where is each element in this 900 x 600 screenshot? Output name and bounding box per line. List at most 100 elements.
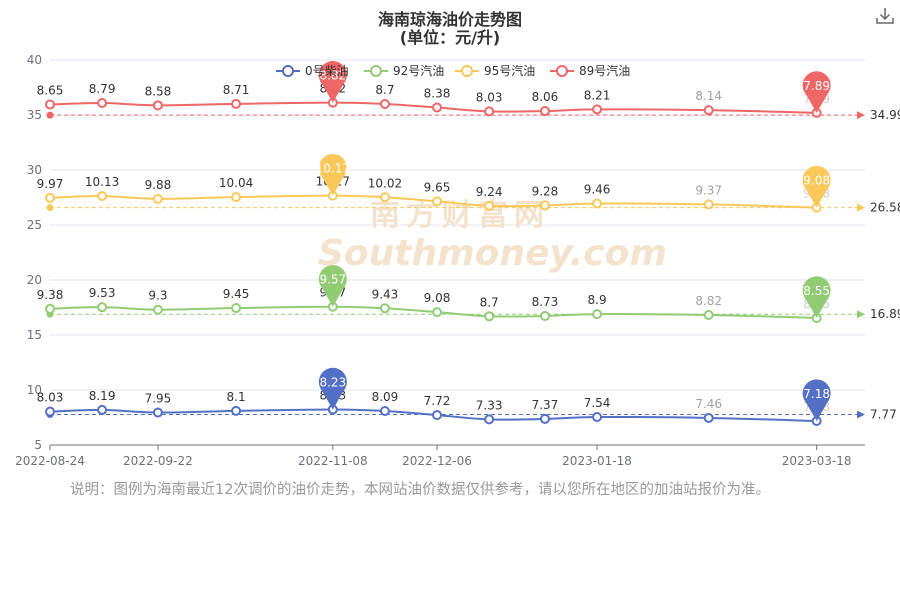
data-label: 9.28 [532, 184, 559, 198]
data-point[interactable] [152, 407, 163, 418]
data-point[interactable] [432, 196, 443, 207]
legend[interactable]: 0号柴油 92号汽油 95号汽油 89号汽油 [276, 63, 630, 78]
x-tick-label: 2023-01-18 [562, 454, 632, 468]
markpoint-label: 9.08 [803, 174, 830, 188]
watermark-bottom: Southmoney.com [318, 233, 667, 274]
data-label: 7.46 [695, 397, 722, 411]
data-point[interactable] [379, 303, 390, 314]
data-label: 8.65 [37, 84, 64, 98]
markpoint-label: 8.23 [319, 375, 346, 389]
data-point[interactable] [539, 310, 550, 321]
data-label: 7.72 [424, 394, 451, 408]
average-line-start [46, 204, 54, 212]
data-label: 8.58 [145, 84, 172, 98]
legend-item[interactable]: 92号汽油 [364, 63, 444, 78]
data-point[interactable] [97, 191, 108, 202]
average-line-arrow [857, 310, 865, 319]
data-label: 8.03 [37, 391, 64, 405]
markpoint-pin[interactable] [802, 379, 831, 422]
y-axis: 5 10 15 20 25 30 35 40 [27, 53, 42, 452]
markpoint-label: 10.17 [316, 162, 350, 176]
legend-circle-icon [370, 65, 382, 77]
data-point[interactable] [379, 192, 390, 203]
y-tick-label: 10 [27, 383, 42, 397]
data-point[interactable] [592, 198, 603, 209]
data-point[interactable] [45, 99, 55, 110]
data-point[interactable] [484, 311, 495, 322]
data-point[interactable] [152, 304, 163, 315]
data-point[interactable] [703, 309, 714, 320]
data-label: 9.37 [695, 183, 722, 197]
legend-item[interactable]: 89号汽油 [550, 63, 630, 78]
legend-circle-icon [461, 65, 473, 77]
markpoint-pin[interactable] [318, 367, 347, 410]
data-label: 10.02 [368, 176, 402, 190]
data-point[interactable] [484, 106, 495, 117]
markpoint-pin[interactable] [802, 276, 831, 318]
data-point[interactable] [152, 100, 163, 111]
x-axis: 2022-08-24 2022-09-22 2022-11-08 2022-12-06… [15, 444, 865, 468]
markpoint-pin[interactable] [802, 165, 831, 208]
data-point[interactable] [484, 414, 495, 425]
data-point[interactable] [432, 410, 443, 421]
data-point[interactable] [539, 200, 550, 211]
x-tick-label: 2022-11-08 [298, 454, 368, 468]
legend-item[interactable]: 95号汽油 [455, 63, 535, 78]
data-point[interactable] [592, 104, 603, 115]
data-point[interactable] [703, 199, 714, 210]
y-tick-label: 40 [27, 53, 42, 67]
data-point[interactable] [539, 413, 550, 424]
data-point[interactable] [703, 412, 714, 423]
average-line-arrow [857, 111, 865, 120]
data-point[interactable] [703, 105, 714, 116]
markpoint-pin[interactable] [318, 265, 347, 307]
data-point[interactable] [379, 406, 390, 417]
data-point[interactable] [45, 303, 55, 314]
markpoint-label: 8.82 [319, 69, 346, 83]
data-point[interactable] [432, 102, 443, 113]
data-point[interactable] [97, 98, 108, 109]
data-point[interactable] [97, 302, 108, 313]
data-point[interactable] [432, 307, 443, 318]
markpoints: 8.23 7.18 9.57 8.55 10.17 9.08 8.82 7.89 [316, 61, 831, 422]
data-point[interactable] [231, 303, 242, 314]
data-point[interactable] [592, 412, 603, 423]
data-label: 7.95 [145, 392, 172, 406]
data-point[interactable] [97, 404, 108, 415]
y-tick-label: 35 [27, 108, 42, 122]
data-point[interactable] [231, 405, 242, 416]
y-tick-label: 25 [27, 218, 42, 232]
data-label: 8.82 [695, 294, 722, 308]
data-label: 8.14 [695, 89, 722, 103]
data-label: 9.46 [584, 182, 611, 196]
data-point[interactable] [539, 106, 550, 117]
data-point[interactable] [45, 406, 55, 417]
data-label: 8.03 [476, 90, 503, 104]
data-point[interactable] [484, 200, 495, 211]
data-label: 10.04 [219, 176, 253, 190]
data-label: 8.71 [223, 83, 250, 97]
download-icon[interactable] [874, 6, 896, 26]
data-point[interactable] [592, 309, 603, 320]
y-tick-label: 30 [27, 163, 42, 177]
data-point[interactable] [152, 193, 163, 204]
data-point[interactable] [231, 192, 242, 203]
data-label: 8.09 [372, 390, 399, 404]
x-tick-label: 2023-03-18 [782, 454, 852, 468]
average-label: 34.99 [870, 108, 900, 122]
markpoint-pin[interactable] [802, 71, 831, 113]
markpoint-pin[interactable] [318, 61, 347, 103]
legend-item[interactable]: 0号柴油 [276, 64, 349, 78]
data-point[interactable] [231, 98, 242, 109]
data-point[interactable] [45, 192, 55, 203]
data-label: 8.06 [532, 90, 559, 104]
y-tick-label: 5 [34, 438, 42, 452]
x-tick-label: 2022-12-06 [402, 454, 472, 468]
markpoint-pin[interactable] [318, 153, 347, 196]
markpoint-label: 7.18 [803, 387, 830, 401]
data-point[interactable] [379, 99, 390, 109]
data-label: 8.21 [584, 88, 611, 102]
legend-circle-icon [556, 65, 568, 77]
legend-label: 92号汽油 [393, 63, 444, 78]
average-label: 7.77 [870, 408, 897, 422]
